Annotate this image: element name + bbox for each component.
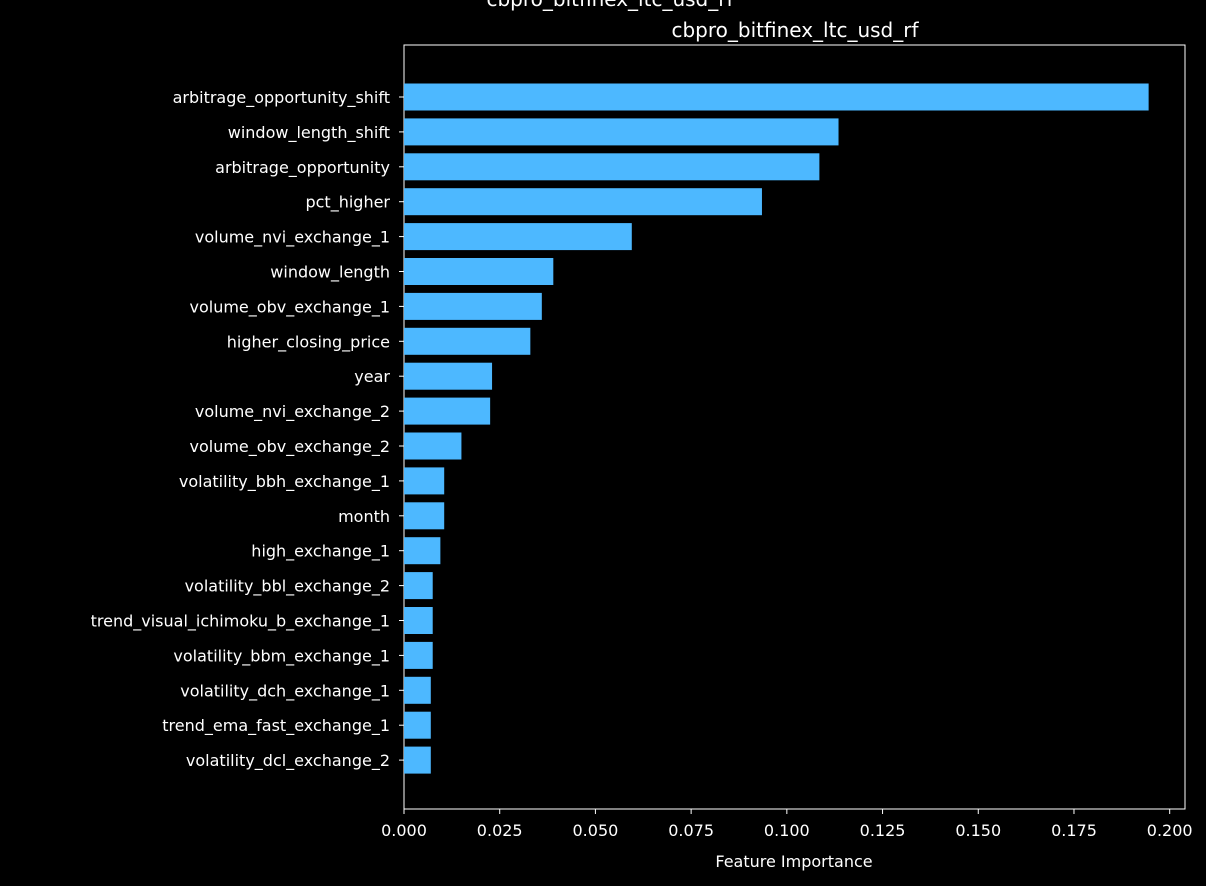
x-tick-label: 0.150 [955, 821, 1001, 840]
y-tick-label: trend_ema_fast_exchange_1 [162, 716, 390, 736]
x-tick-label: 0.025 [477, 821, 523, 840]
bar-pct-higher [404, 188, 762, 216]
y-tick-label: volume_obv_exchange_2 [190, 437, 391, 457]
y-tick-label: year [354, 367, 390, 386]
x-tick-label: 0.125 [860, 821, 906, 840]
bar-window-length [404, 258, 554, 285]
bar-arbitrage-opportunity-shift [404, 83, 1149, 111]
bar-volatility-dcl-exchange-2 [404, 746, 431, 774]
bar-high-exchange-1 [404, 537, 441, 565]
bar-arbitrage-opportunity [404, 153, 820, 181]
y-tick-label: volatility_dch_exchange_1 [180, 681, 390, 701]
bar-volatility-bbm-exchange-1 [404, 641, 433, 669]
bar-volume-nvi-exchange-1 [404, 223, 632, 251]
x-tick-label: 0.200 [1147, 821, 1193, 840]
bar-window-length-shift [404, 118, 839, 146]
y-tick-label: volume_obv_exchange_1 [190, 297, 391, 317]
x-tick-label: 0.075 [668, 821, 714, 840]
clipped-top-title: cbpro_bitfinex_ltc_usd_rf [486, 0, 734, 11]
y-tick-label: volume_nvi_exchange_2 [195, 402, 390, 422]
x-tick-label: 0.100 [764, 821, 810, 840]
chart-title: cbpro_bitfinex_ltc_usd_rf [671, 18, 919, 42]
y-tick-label: higher_closing_price [227, 332, 390, 352]
bar-trend-ema-fast-exchange-1 [404, 711, 431, 739]
x-tick-label: 0.000 [381, 821, 427, 840]
bar-month [404, 502, 445, 530]
y-tick-label: arbitrage_opportunity_shift [173, 88, 390, 108]
bar-volatility-bbh-exchange-1 [404, 467, 445, 495]
y-tick-label: volatility_bbl_exchange_2 [185, 577, 390, 597]
y-tick-label: volume_nvi_exchange_1 [195, 228, 390, 248]
y-tick-label: volatility_dcl_exchange_2 [186, 751, 390, 771]
y-tick-label: arbitrage_opportunity [215, 158, 390, 178]
y-ticks-group: arbitrage_opportunity_shift window_length… [91, 88, 404, 771]
y-tick-label: window_length_shift [228, 123, 390, 143]
y-tick-label: pct_higher [305, 193, 390, 213]
x-ticks-group: 0.000 0.025 0.050 0.075 0.100 0.125 0.150 0.175… [381, 809, 1193, 840]
plot-frame [403, 44, 1186, 810]
bar-volume-obv-exchange-1 [404, 292, 542, 320]
bar-trend-visual-ichimoku-b-exchange-1 [404, 607, 433, 634]
y-tick-label: window_length [270, 263, 390, 283]
bar-volume-nvi-exchange-2 [404, 397, 491, 425]
bars-group [404, 83, 1149, 774]
y-tick-label: volatility_bbm_exchange_1 [173, 646, 390, 666]
bar-volatility-dch-exchange-1 [404, 676, 431, 704]
bar-year [404, 362, 493, 390]
bar-volatility-bbl-exchange-2 [404, 572, 433, 600]
y-tick-label: trend_visual_ichimoku_b_exchange_1 [91, 612, 390, 632]
y-tick-label: month [338, 507, 390, 526]
y-tick-label: volatility_bbh_exchange_1 [179, 472, 390, 492]
bar-higher-closing-price [404, 327, 531, 355]
x-tick-label: 0.175 [1051, 821, 1097, 840]
x-axis-label: Feature Importance [715, 852, 872, 871]
x-tick-label: 0.050 [573, 821, 619, 840]
bar-volume-obv-exchange-2 [404, 432, 462, 460]
y-tick-label: high_exchange_1 [251, 542, 390, 562]
